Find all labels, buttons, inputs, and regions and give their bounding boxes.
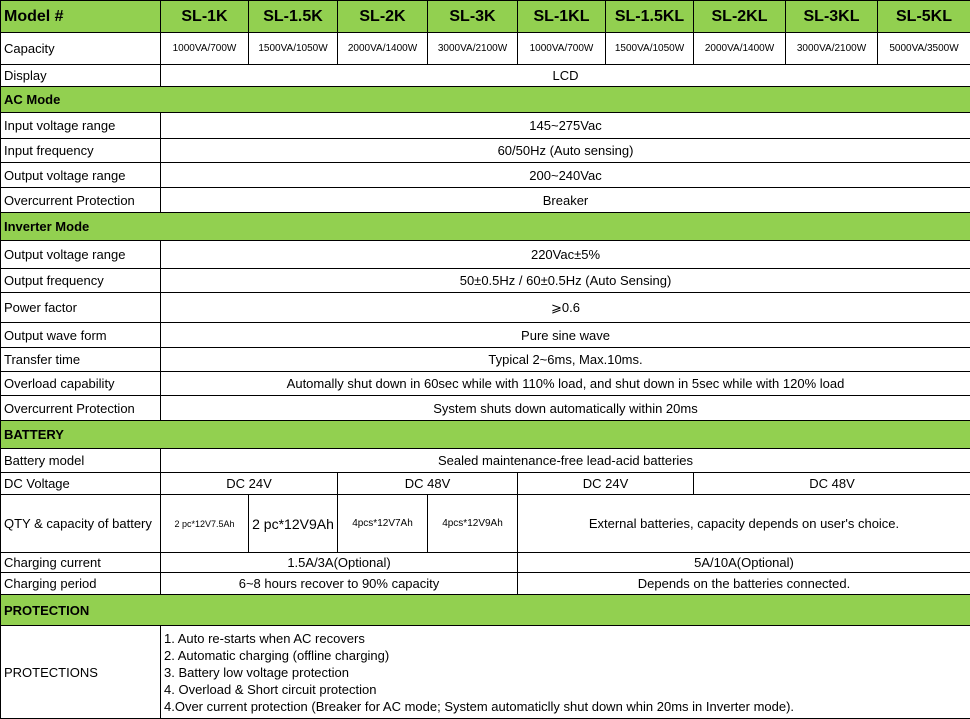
model-header: SL-3K [428, 1, 518, 33]
capacity-value: 1000VA/700W [518, 33, 606, 65]
row-label: Output voltage range [1, 241, 161, 269]
section-header: AC Mode [1, 87, 970, 113]
capacity-value: 1500VA/1050W [606, 33, 694, 65]
row-label: Transfer time [1, 348, 161, 372]
row-label: Battery model [1, 449, 161, 473]
protection-item: 4. Overload & Short circuit protection [164, 681, 967, 698]
model-header: SL-1K [161, 1, 249, 33]
protection-item: 2. Automatic charging (offline charging) [164, 647, 967, 664]
section-title: Inverter Mode [1, 213, 970, 241]
row-label: Display [1, 65, 161, 87]
row-label: Charging current [1, 553, 161, 573]
row-value: Typical 2~6ms, Max.10ms. [161, 348, 970, 372]
qty-value: 4pcs*12V9Ah [428, 495, 518, 553]
row-value: System shuts down automatically within 2… [161, 396, 970, 421]
row-value: Automally shut down in 60sec while with … [161, 372, 970, 396]
model-header: SL-2K [338, 1, 428, 33]
model-header-label: Model # [1, 1, 161, 33]
spec-row: Power factor⩾0.6 [1, 293, 970, 323]
section-header: BATTERY [1, 421, 970, 449]
qty-value: External batteries, capacity depends on … [518, 495, 970, 553]
row-label: PROTECTIONS [1, 626, 161, 719]
capacity-value: 3000VA/2100W [786, 33, 878, 65]
qty-value: 2 pc*12V9Ah [249, 495, 338, 553]
model-header: SL-2KL [694, 1, 786, 33]
model-header: SL-3KL [786, 1, 878, 33]
row-value: 220Vac±5% [161, 241, 970, 269]
row-value: Depends on the batteries connected. [518, 573, 970, 595]
protection-item: 3. Battery low voltage protection [164, 664, 967, 681]
display-value: LCD [161, 65, 970, 87]
row-value: 60/50Hz (Auto sensing) [161, 139, 970, 163]
dc-voltage-value: DC 24V [161, 473, 338, 495]
row-label: Power factor [1, 293, 161, 323]
dc-voltage-value: DC 24V [518, 473, 694, 495]
section-title: BATTERY [1, 421, 970, 449]
row-label: QTY & capacity of battery [1, 495, 161, 553]
section-header: PROTECTION [1, 595, 970, 626]
row-value: 145~275Vac [161, 113, 970, 139]
row-value: 5A/10A(Optional) [518, 553, 970, 573]
row-label: Overcurrent Protection [1, 396, 161, 421]
model-header: SL-1KL [518, 1, 606, 33]
section-header: Inverter Mode [1, 213, 970, 241]
row-value: Pure sine wave [161, 323, 970, 348]
qty-value: 4pcs*12V7Ah [338, 495, 428, 553]
row-label: Charging period [1, 573, 161, 595]
row-label: DC Voltage [1, 473, 161, 495]
model-header: SL-5KL [878, 1, 970, 33]
row-value: Breaker [161, 188, 970, 213]
protection-item: 1. Auto re-starts when AC recovers [164, 630, 967, 647]
row-value: 6~8 hours recover to 90% capacity [161, 573, 518, 595]
row-label: Overcurrent Protection [1, 188, 161, 213]
section-title: AC Mode [1, 87, 970, 113]
row-value: 1.5A/3A(Optional) [161, 553, 518, 573]
row-value: 200~240Vac [161, 163, 970, 188]
row-label: Input frequency [1, 139, 161, 163]
model-header: SL-1.5KL [606, 1, 694, 33]
dc-voltage-value: DC 48V [338, 473, 518, 495]
protection-item: 4.Over current protection (Breaker for A… [164, 698, 967, 715]
qty-value: 2 pc*12V7.5Ah [161, 495, 249, 553]
row-label: Output frequency [1, 269, 161, 293]
row-value: 50±0.5Hz / 60±0.5Hz (Auto Sensing) [161, 269, 970, 293]
row-label: Output wave form [1, 323, 161, 348]
row-value: ⩾0.6 [161, 293, 970, 323]
row-label: Capacity [1, 33, 161, 65]
capacity-value: 3000VA/2100W [428, 33, 518, 65]
capacity-value: 2000VA/1400W [338, 33, 428, 65]
model-header: SL-1.5K [249, 1, 338, 33]
capacity-value: 1000VA/700W [161, 33, 249, 65]
row-label: Input voltage range [1, 113, 161, 139]
capacity-value: 2000VA/1400W [694, 33, 786, 65]
capacity-value: 1500VA/1050W [249, 33, 338, 65]
row-value: Sealed maintenance-free lead-acid batter… [161, 449, 970, 473]
row-label: Output voltage range [1, 163, 161, 188]
row-label: Overload capability [1, 372, 161, 396]
section-title: PROTECTION [1, 595, 970, 626]
capacity-value: 5000VA/3500W [878, 33, 970, 65]
dc-voltage-value: DC 48V [694, 473, 970, 495]
